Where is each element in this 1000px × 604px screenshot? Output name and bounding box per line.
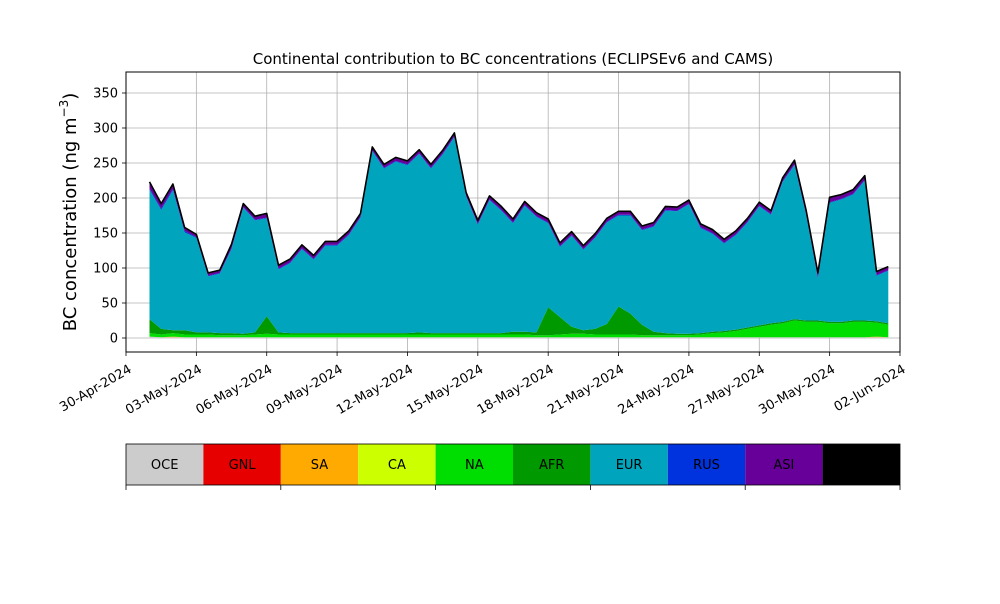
colorbar-segment-rus: [667, 444, 746, 485]
total-concentration-line: [148, 132, 889, 274]
colorbar-label-ca: CA: [388, 458, 406, 473]
colorbar-label-gnl: GNL: [229, 458, 257, 473]
y-axis-label: BC concentration (ng m−3): [57, 93, 81, 332]
y-axis-label-main: BC concentration (ng m: [60, 117, 81, 331]
colorbar-segment-afr: [513, 444, 591, 485]
y-axis-ticks: 0 50 100 150 200 250 300 350: [93, 87, 126, 347]
colorbar-segment-ca: [358, 444, 436, 485]
colorbar-label-sa: SA: [311, 458, 328, 473]
y-tick-label: 250: [93, 157, 118, 172]
colorbar-label-afr: AFR: [539, 458, 564, 473]
y-tick-label: 200: [93, 192, 118, 207]
colorbar-segment-oce: [126, 444, 204, 485]
y-tick-label: 350: [93, 87, 118, 102]
colorbar-label-aus: AUS: [848, 458, 875, 473]
plot-frame: [125, 71, 901, 353]
y-tick-label: 300: [93, 122, 118, 137]
colorbar-segment-na: [435, 444, 513, 485]
colorbar-segment-asi: [745, 444, 823, 485]
colorbar-label-rus: RUS: [693, 458, 720, 473]
colorbar-label-eur: EUR: [616, 458, 643, 473]
colorbar-frame: [125, 443, 901, 486]
y-tick-label: 150: [93, 227, 118, 242]
area-na: [149, 320, 889, 338]
colorbar-segment-eur: [590, 444, 668, 485]
y-axis-label-exponent: −3: [57, 100, 71, 118]
total-outline: [148, 132, 889, 274]
colorbar-label-asi: ASI: [773, 458, 794, 473]
colorbar-segment-sa: [280, 444, 359, 485]
y-tick-label: 50: [101, 297, 118, 312]
y-tick-label: 100: [93, 262, 118, 277]
chart-title: Continental contribution to BC concentra…: [253, 50, 774, 68]
colorbar-legend: OCE GNL SA CA NA AFR EUR RUS ASI AUS: [125, 443, 901, 490]
colorbar-segment-aus: [822, 444, 900, 485]
area-eur: [149, 137, 889, 334]
colorbar-label-na: NA: [465, 458, 484, 473]
y-tick-label: 0: [110, 332, 118, 347]
y-axis-label-end: ): [60, 93, 81, 100]
colorbar-segment-gnl: [203, 444, 281, 485]
colorbar-label-oce: OCE: [151, 458, 179, 473]
